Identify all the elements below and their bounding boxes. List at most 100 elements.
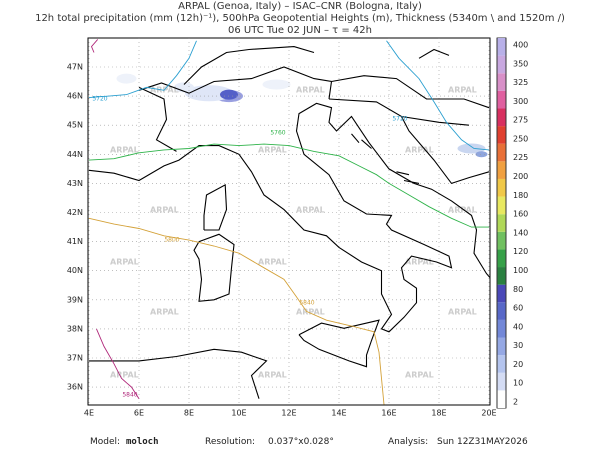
colorbar-segment	[497, 284, 506, 303]
colorbar-label: 350	[513, 59, 528, 68]
colorbar-label: 100	[513, 266, 528, 275]
watermark: ARPAL	[448, 308, 477, 317]
latitude-label: 39N	[67, 295, 83, 304]
coastline	[193, 233, 235, 302]
colorbar-segment	[497, 319, 506, 338]
latitude-label: 43N	[67, 179, 83, 188]
latitude-label: 44N	[67, 150, 83, 159]
latitude-label: 37N	[67, 354, 83, 363]
contour-line	[90, 39, 99, 53]
coastline	[418, 48, 450, 59]
header-line: 06 UTC Tue 02 JUN – τ = 42h	[228, 25, 372, 36]
colorbar-label: 250	[513, 134, 528, 143]
colorbar-segment	[497, 214, 506, 232]
colorbar-segment	[497, 390, 506, 408]
colorbar-segment	[497, 126, 506, 144]
longitude-label: 4E	[84, 409, 94, 418]
header-line: ARPAL (Genoa, Italy) – ISAC–CNR (Bologna…	[178, 1, 422, 12]
colorbar-label: 200	[513, 172, 528, 181]
colorbar-label: 40	[513, 322, 523, 331]
contour-label: 5840	[299, 300, 314, 307]
footer-analysis: Sun 12Z31MAY2026	[437, 437, 528, 447]
longitude-label: 6E	[134, 409, 144, 418]
contour-label: 5760	[270, 130, 285, 137]
colorbar-label: 20	[513, 360, 523, 369]
coastline	[88, 102, 490, 333]
colorbar-segment	[497, 73, 506, 91]
coastline	[351, 133, 360, 144]
coastline	[89, 348, 268, 399]
watermark: ARPAL	[296, 206, 325, 215]
contour-line	[88, 143, 489, 228]
colorbar-label: 180	[513, 191, 528, 200]
coastline	[396, 171, 410, 176]
watermark: ARPAL	[150, 308, 179, 317]
precipitation-area	[262, 79, 291, 90]
coastline	[183, 46, 315, 85]
longitude-label: 16E	[381, 409, 396, 418]
colorbar-segment	[497, 267, 506, 285]
colorbar-segment	[497, 143, 506, 162]
coastline	[361, 139, 372, 149]
latitude-label: 38N	[67, 324, 83, 333]
watermark: ARPAL	[110, 258, 139, 267]
colorbar-segment	[497, 178, 506, 197]
header-line: 12h total precipitation (mm (12h)⁻¹), 50…	[35, 13, 565, 24]
footer-resolution-label: Resolution:	[205, 437, 255, 447]
colorbar-segment	[497, 337, 506, 356]
precipitation-area	[116, 73, 137, 84]
watermark: ARPAL	[110, 146, 139, 155]
longitude-label: 8E	[184, 409, 194, 418]
colorbar-segment	[497, 90, 506, 109]
colorbar-label: 160	[513, 210, 528, 219]
latitude-label: 46N	[67, 92, 83, 101]
watermark: ARPAL	[296, 86, 325, 95]
coastline	[403, 179, 420, 184]
precipitation-area	[475, 151, 488, 158]
colorbar-label: 120	[513, 247, 528, 256]
latitude-label: 42N	[67, 208, 83, 217]
footer-analysis-label: Analysis:	[388, 437, 428, 447]
colorbar-segment	[497, 302, 506, 320]
colorbar-label: 30	[513, 341, 523, 350]
contour-line	[96, 328, 140, 399]
map-frame	[87, 37, 491, 406]
coastline	[298, 319, 380, 368]
longitude-label: 14E	[331, 409, 346, 418]
contour-label: 5840	[122, 392, 137, 399]
watermark: ARPAL	[258, 146, 287, 155]
latitude-label: 40N	[67, 266, 83, 275]
colorbar-label: 275	[513, 116, 528, 125]
footer-model-label: Model:	[90, 437, 120, 447]
watermark: ARPAL	[150, 206, 179, 215]
coastline	[138, 66, 333, 100]
longitude-label: 12E	[281, 409, 296, 418]
colorbar-segment	[497, 355, 506, 373]
watermark: ARPAL	[405, 371, 434, 380]
footer: Model: moloch Resolution: 0.037°x0.028° …	[90, 437, 528, 447]
contour-line	[88, 40, 197, 99]
colorbar-label: 140	[513, 228, 528, 237]
colorbar-label: 400	[513, 41, 528, 50]
colorbar-segment	[497, 38, 506, 56]
watermark: ARPAL	[405, 146, 434, 155]
watermark: ARPAL	[405, 258, 434, 267]
colorbar-segment	[497, 108, 506, 127]
colorbar-segment	[497, 231, 506, 250]
coastline	[401, 116, 490, 185]
latitude-label: 36N	[67, 383, 83, 392]
colorbar-segment	[497, 55, 506, 74]
footer-resolution: 0.037°x0.028°	[268, 437, 334, 447]
colorbar-label: 60	[513, 304, 523, 313]
colorbar-label: 10	[513, 379, 523, 388]
colorbar-label: 300	[513, 97, 528, 106]
longitude-label: 10E	[231, 409, 246, 418]
watermark: ARPAL	[110, 371, 139, 380]
coastline	[203, 184, 228, 231]
colorbar-segment	[497, 249, 506, 268]
coastline	[331, 75, 490, 109]
coastline	[138, 86, 177, 152]
latitude-label: 41N	[67, 237, 83, 246]
colorbar-label: 225	[513, 153, 528, 162]
